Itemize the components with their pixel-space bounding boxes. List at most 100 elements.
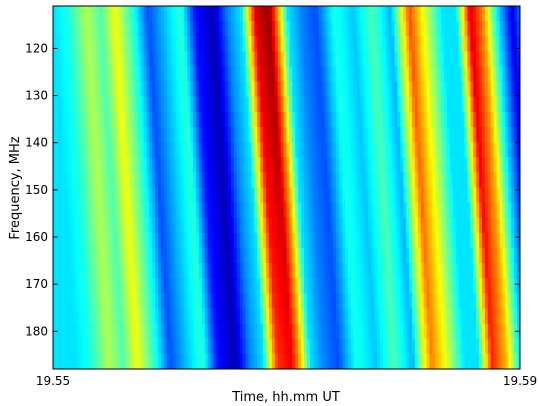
heatmap-cell	[257, 142, 261, 158]
heatmap-cell	[356, 323, 361, 340]
heatmap-cell	[365, 308, 369, 325]
heatmap-cell	[318, 308, 323, 325]
heatmap-cell	[359, 353, 363, 369]
heatmap-cell	[70, 36, 75, 52]
heatmap-cell	[493, 338, 498, 355]
heatmap-cell	[169, 293, 174, 310]
heatmap-cell	[362, 36, 366, 52]
heatmap-cell	[470, 36, 474, 52]
heatmap-cell	[388, 127, 393, 143]
heatmap-cell	[347, 96, 352, 113]
heatmap-cell	[125, 142, 130, 158]
heatmap-cell	[85, 338, 89, 355]
heatmap-cell	[228, 263, 232, 279]
heatmap-cell	[169, 21, 174, 37]
heatmap-cell	[125, 263, 130, 279]
heatmap-cell	[67, 338, 72, 355]
heatmap-cell	[414, 81, 419, 98]
heatmap-cell	[117, 81, 121, 98]
heatmap-cell	[353, 6, 358, 22]
heatmap-cell	[79, 157, 83, 173]
x-tick-label: 19.55	[36, 374, 70, 388]
heatmap-cell	[181, 172, 185, 189]
heatmap-cell	[444, 308, 448, 325]
heatmap-cell	[166, 248, 171, 264]
heatmap-cell	[152, 232, 156, 249]
heatmap-cell	[222, 142, 226, 158]
heatmap-cell	[306, 21, 311, 37]
heatmap-cell	[158, 263, 162, 279]
heatmap-cell	[458, 353, 463, 369]
heatmap-cell	[204, 202, 209, 219]
heatmap-cell	[409, 308, 413, 325]
heatmap-cell	[455, 338, 460, 355]
heatmap-cell	[274, 338, 279, 355]
heatmap-cell	[333, 6, 337, 22]
heatmap-cell	[73, 187, 77, 204]
heatmap-cell	[149, 51, 153, 68]
heatmap-cell	[388, 278, 393, 294]
heatmap-cell	[123, 51, 127, 68]
heatmap-cell	[254, 6, 258, 22]
heatmap-cell	[160, 353, 165, 369]
heatmap-cell	[198, 157, 203, 173]
heatmap-cell	[292, 172, 296, 189]
heatmap-cell	[105, 217, 110, 234]
heatmap-cell	[336, 248, 340, 264]
heatmap-cell	[131, 127, 136, 143]
heatmap-cell	[193, 36, 197, 52]
heatmap-cell	[163, 338, 168, 355]
heatmap-cell	[231, 127, 235, 143]
heatmap-cell	[196, 217, 200, 234]
heatmap-cell	[125, 51, 130, 68]
heatmap-cell	[499, 338, 504, 355]
heatmap-cell	[309, 338, 314, 355]
heatmap-cell	[312, 187, 317, 204]
heatmap-cell	[467, 6, 471, 22]
heatmap-cell	[330, 187, 334, 204]
heatmap-cell	[341, 66, 346, 83]
heatmap-cell	[502, 278, 507, 294]
heatmap-cell	[102, 6, 107, 22]
heatmap-cell	[435, 308, 439, 325]
heatmap-cell	[388, 36, 393, 52]
heatmap-cell	[263, 217, 267, 234]
heatmap-cell	[499, 127, 504, 143]
heatmap-cell	[248, 36, 253, 52]
heatmap-cell	[394, 263, 399, 279]
heatmap-cell	[239, 172, 244, 189]
heatmap-cell	[350, 66, 355, 83]
heatmap-cell	[231, 81, 235, 98]
heatmap-cell	[82, 308, 86, 325]
heatmap-cell	[341, 217, 346, 234]
heatmap-cell	[248, 263, 253, 279]
heatmap-cell	[196, 308, 200, 325]
heatmap-cell	[455, 127, 460, 143]
heatmap-cell	[499, 96, 504, 113]
heatmap-cell	[239, 6, 244, 22]
heatmap-cell	[143, 338, 147, 355]
heatmap-cell	[172, 36, 177, 52]
heatmap-cell	[172, 81, 177, 98]
heatmap-cell	[61, 142, 66, 158]
heatmap-cell	[257, 66, 261, 83]
heatmap-cell	[160, 202, 165, 219]
heatmap-cell	[76, 51, 80, 68]
heatmap-cell	[452, 36, 457, 52]
heatmap-cell	[108, 248, 112, 264]
heatmap-cell	[248, 278, 253, 294]
heatmap-cell	[152, 353, 156, 369]
heatmap-cell	[102, 338, 107, 355]
heatmap-cell	[213, 172, 218, 189]
heatmap-cell	[330, 142, 334, 158]
heatmap-cell	[96, 338, 101, 355]
heatmap-cell	[356, 21, 361, 37]
heatmap-cell	[210, 51, 215, 68]
heatmap-cell	[228, 172, 232, 189]
heatmap-cell	[379, 51, 384, 68]
heatmap-cell	[321, 323, 326, 340]
heatmap-cell	[204, 6, 209, 22]
heatmap-cell	[175, 66, 180, 83]
heatmap-cell	[496, 6, 501, 22]
heatmap-cell	[403, 111, 407, 128]
